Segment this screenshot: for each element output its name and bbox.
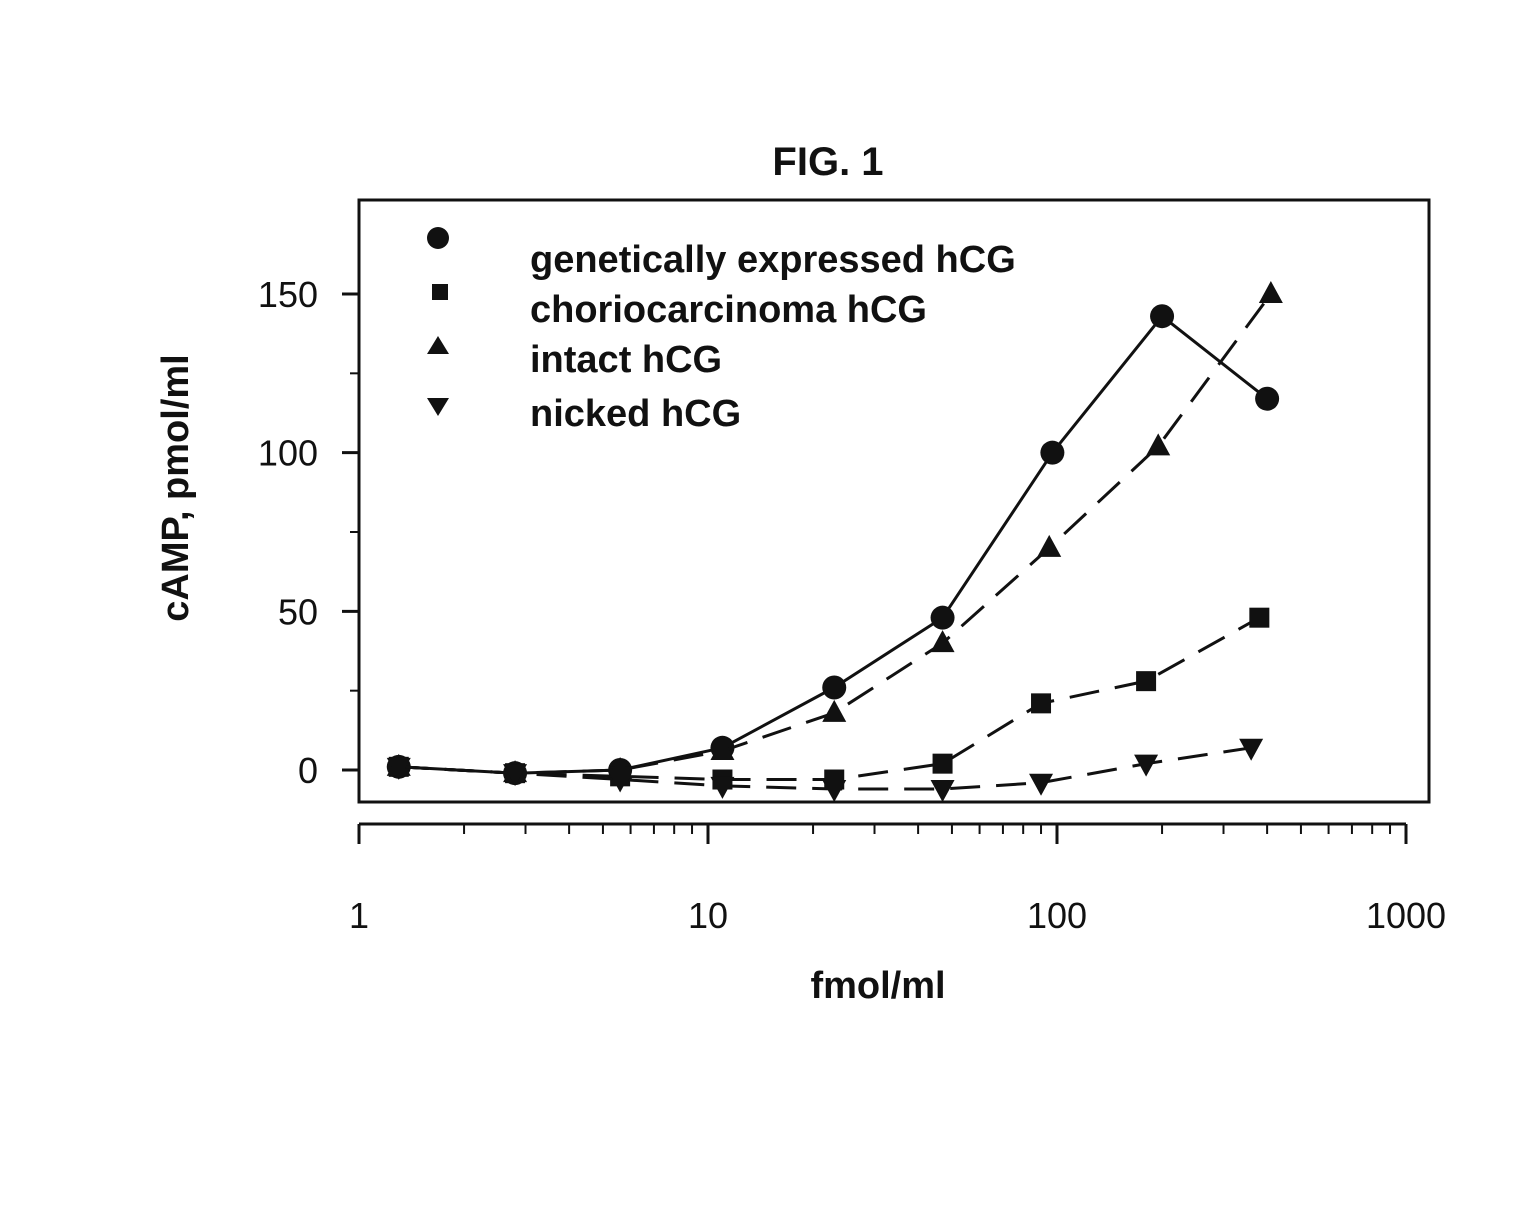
legend-label-nicked: nicked hCG bbox=[530, 393, 741, 435]
y-tick-label: 50 bbox=[278, 591, 318, 632]
data-point-triangle-up bbox=[931, 630, 955, 652]
x-axis-title: fmol/ml bbox=[810, 965, 945, 1007]
legend-marker-circle bbox=[427, 227, 449, 249]
legend: genetically expressed hCG choriocarcinom… bbox=[427, 227, 1016, 435]
legend-marker-square bbox=[432, 284, 448, 300]
legend-item-choriocarcinoma: choriocarcinoma hCG bbox=[432, 284, 927, 331]
data-point-circle bbox=[1040, 441, 1064, 465]
y-tick-label: 0 bbox=[298, 750, 318, 791]
legend-item-intact: intact hCG bbox=[427, 336, 722, 381]
y-axis: 0 50 100 150 bbox=[258, 200, 359, 802]
data-point-circle bbox=[931, 606, 955, 630]
data-point-triangle-down bbox=[1029, 774, 1053, 796]
legend-label-intact: intact hCG bbox=[530, 339, 722, 381]
x-tick-label: 100 bbox=[1027, 895, 1087, 936]
data-point-triangle-down bbox=[931, 780, 955, 802]
series-line bbox=[399, 618, 1260, 780]
legend-item-nicked: nicked hCG bbox=[427, 393, 741, 435]
data-point-triangle-up bbox=[1259, 281, 1283, 303]
series-layer bbox=[387, 281, 1283, 802]
legend-label-choriocarcinoma: choriocarcinoma hCG bbox=[530, 289, 927, 331]
data-point-triangle-up bbox=[822, 700, 846, 722]
x-tick-label: 1 bbox=[349, 895, 369, 936]
data-point-square bbox=[933, 754, 953, 774]
y-axis-title: cAMP, pmol/ml bbox=[155, 354, 197, 621]
data-point-circle bbox=[1150, 304, 1174, 328]
y-tick-label: 150 bbox=[258, 274, 318, 315]
legend-marker-triangle-down bbox=[427, 398, 449, 416]
x-axis: 1 10 100 1000 bbox=[349, 824, 1446, 936]
legend-label-genetically-expressed: genetically expressed hCG bbox=[530, 239, 1016, 281]
data-point-square bbox=[1249, 608, 1269, 628]
series-3 bbox=[387, 281, 1283, 782]
data-point-square bbox=[1031, 693, 1051, 713]
legend-item-genetically-expressed: genetically expressed hCG bbox=[427, 227, 1016, 281]
data-point-square bbox=[1136, 671, 1156, 691]
y-tick-label: 100 bbox=[258, 433, 318, 474]
chart-title: FIG. 1 bbox=[772, 140, 883, 184]
data-point-circle bbox=[1255, 387, 1279, 411]
data-point-triangle-up bbox=[1037, 535, 1061, 557]
x-tick-label: 10 bbox=[688, 895, 728, 936]
legend-marker-triangle-up bbox=[427, 336, 449, 354]
series-2 bbox=[389, 608, 1270, 790]
x-tick-label: 1000 bbox=[1366, 895, 1446, 936]
data-point-circle bbox=[822, 675, 846, 699]
data-point-triangle-down bbox=[822, 780, 846, 802]
